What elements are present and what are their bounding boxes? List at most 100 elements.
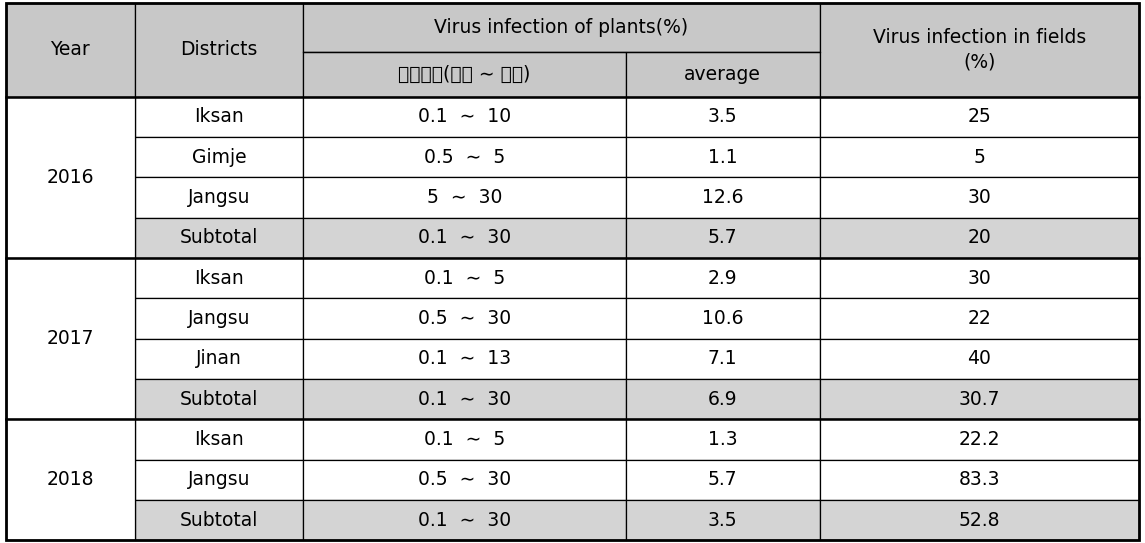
Text: 0.1  ∼  30: 0.1 ∼ 30 [418,510,511,529]
Text: 0.1  ∼  30: 0.1 ∼ 30 [418,390,511,409]
Bar [820,339,1139,379]
Text: 0.1  ∼  13: 0.1 ∼ 13 [418,349,511,368]
Bar [135,258,302,299]
Text: 2018: 2018 [47,470,94,489]
Bar [302,419,626,459]
Text: 12.6: 12.6 [702,188,743,207]
Bar [302,52,626,97]
Bar [302,459,626,500]
Bar [820,379,1139,419]
Text: 2016: 2016 [47,168,94,187]
Bar [302,97,626,137]
Bar [135,500,302,540]
Bar [135,339,302,379]
Text: 0.1  ∼  5: 0.1 ∼ 5 [424,269,505,288]
Text: 6.9: 6.9 [708,390,737,409]
Bar [820,218,1139,258]
Bar [6,97,135,258]
Text: 25: 25 [968,108,992,127]
Text: Jangsu: Jangsu [188,470,250,489]
Text: Subtotal: Subtotal [180,229,258,248]
Bar [820,137,1139,178]
Text: Jinan: Jinan [196,349,242,368]
Text: 5.7: 5.7 [708,470,737,489]
Text: 30: 30 [968,269,992,288]
Bar [820,178,1139,218]
Bar [135,379,302,419]
Text: 7.1: 7.1 [708,349,737,368]
Text: 0.5  ∼  30: 0.5 ∼ 30 [418,309,511,328]
Bar [626,258,820,299]
Text: 0.1  ∼  5: 0.1 ∼ 5 [424,430,505,449]
Bar [135,459,302,500]
Bar [820,97,1139,137]
Bar [302,339,626,379]
Text: 2017: 2017 [47,329,94,348]
Bar [135,299,302,339]
Bar [302,299,626,339]
Bar [820,500,1139,540]
Text: 22.2: 22.2 [958,430,1001,449]
Text: 22: 22 [968,309,992,328]
Bar [302,218,626,258]
Bar [820,459,1139,500]
Text: Jangsu: Jangsu [188,188,250,207]
Text: 3.5: 3.5 [708,108,737,127]
Text: Gimje: Gimje [191,148,246,167]
Bar [820,299,1139,339]
Text: 1.1: 1.1 [708,148,737,167]
Bar [626,500,820,540]
Text: 83.3: 83.3 [958,470,1001,489]
Bar [135,137,302,178]
Text: Iksan: Iksan [194,108,244,127]
Bar [820,419,1139,459]
Bar [302,258,626,299]
Text: Subtotal: Subtotal [180,390,258,409]
Text: Virus infection of plants(%): Virus infection of plants(%) [434,18,688,37]
Text: 0.5  ∼  30: 0.5 ∼ 30 [418,470,511,489]
Bar [626,97,820,137]
Text: 10.6: 10.6 [702,309,743,328]
Text: 2.9: 2.9 [708,269,737,288]
Text: 30.7: 30.7 [958,390,1001,409]
Bar [135,419,302,459]
Bar [626,137,820,178]
Bar [302,3,820,52]
Text: 5: 5 [973,148,986,167]
Text: 0.1  ∼  30: 0.1 ∼ 30 [418,229,511,248]
Bar [626,419,820,459]
Bar [626,218,820,258]
Bar [626,299,820,339]
Bar [302,178,626,218]
Text: 1.3: 1.3 [708,430,737,449]
Bar [6,258,135,419]
Text: Subtotal: Subtotal [180,510,258,529]
Bar [626,178,820,218]
Bar [820,258,1139,299]
Text: 0.5  ∼  5: 0.5 ∼ 5 [424,148,505,167]
Text: Year: Year [50,40,90,59]
Bar [626,52,820,97]
Bar [135,178,302,218]
Bar [626,459,820,500]
Text: 30: 30 [968,188,992,207]
Bar [135,97,302,137]
Bar [626,339,820,379]
Text: 40: 40 [968,349,992,368]
Text: 20: 20 [968,229,992,248]
Text: Virus infection in fields
(%): Virus infection in fields (%) [872,28,1087,72]
Text: Jangsu: Jangsu [188,309,250,328]
Text: 5  ∼  30: 5 ∼ 30 [427,188,502,207]
Text: 발생범위(최저 ∼ 최고): 발생범위(최저 ∼ 최고) [398,65,530,84]
Text: average: average [685,65,761,84]
Text: Districts: Districts [180,40,258,59]
Text: Iksan: Iksan [194,430,244,449]
Text: Iksan: Iksan [194,269,244,288]
Bar [302,500,626,540]
Text: 3.5: 3.5 [708,510,737,529]
Bar [820,3,1139,97]
Text: 0.1  ∼  10: 0.1 ∼ 10 [418,108,511,127]
Bar [6,3,135,97]
Text: 5.7: 5.7 [708,229,737,248]
Bar [626,379,820,419]
